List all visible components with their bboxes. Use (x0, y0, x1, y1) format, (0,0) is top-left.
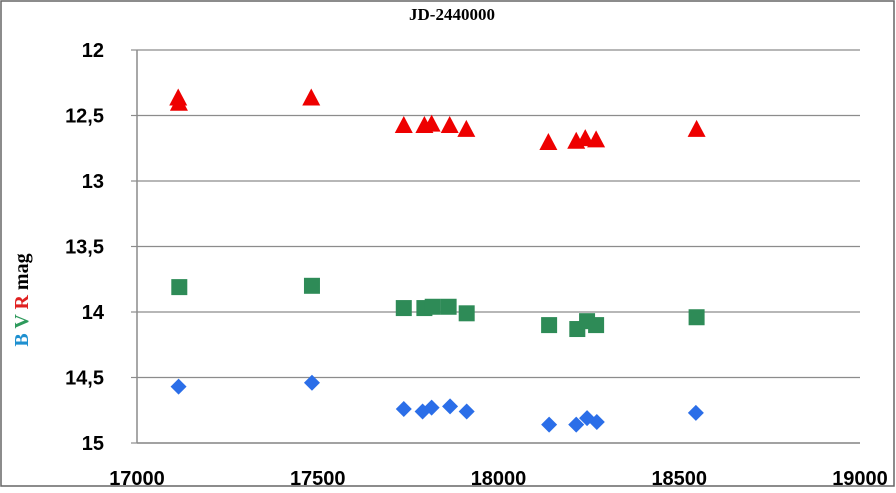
point-triangle-1 (169, 93, 188, 111)
point-triangle-11 (587, 130, 606, 148)
point-triangle-3 (394, 115, 413, 133)
point-diamond-4 (423, 399, 440, 416)
point-triangle-5 (422, 114, 441, 132)
x-tick-label: 18500 (651, 468, 707, 488)
y-tick-label: 15 (82, 433, 104, 455)
y-axis-label-part-5: mag (11, 253, 33, 295)
point-triangle-12 (687, 119, 706, 137)
point-diamond-0 (170, 378, 187, 395)
point-diamond-11 (687, 404, 704, 421)
y-tick-label: 14,5 (65, 368, 104, 390)
x-tick-label: 17000 (109, 468, 165, 488)
y-tick-label: 12 (82, 40, 104, 62)
x-tick-label: 17500 (290, 468, 346, 488)
y-tick-label: 13 (82, 171, 104, 193)
point-triangle-8 (539, 133, 558, 151)
point-square-5 (440, 298, 457, 315)
point-triangle-10 (576, 129, 595, 147)
point-triangle-7 (457, 119, 476, 137)
y-axis-label-part-2: V (11, 314, 33, 329)
point-diamond-2 (395, 400, 412, 417)
y-tick-labels: 12 12,5 13 13,5 14 14,5 15 (65, 40, 105, 455)
y-tick-label: 12,5 (65, 106, 104, 128)
point-diamond-1 (303, 374, 320, 391)
x-tick-label: 19000 (832, 468, 888, 488)
point-diamond-5 (442, 398, 459, 415)
point-square-6 (458, 305, 475, 322)
x-tick-labels: 17000 17500 18000 18500 19000 (109, 468, 888, 490)
point-square-2 (395, 300, 412, 317)
y-axis-label-part-0: B (11, 333, 33, 346)
point-diamond-6 (458, 403, 475, 420)
point-diamond-8 (568, 416, 585, 433)
y-axis-label-part-4: R (11, 295, 33, 310)
point-square-11 (688, 309, 705, 326)
chart-title: JD-2440000 (409, 5, 495, 24)
y-tick-label: 13,5 (65, 237, 104, 259)
x-tick-label: 18000 (471, 468, 527, 488)
point-square-4 (424, 298, 441, 315)
point-square-0 (171, 279, 188, 296)
y-axis-label: B V R mag (11, 253, 33, 346)
point-square-7 (541, 317, 558, 334)
axes (131, 49, 860, 444)
point-diamond-10 (588, 414, 605, 431)
point-square-1 (303, 277, 320, 294)
point-triangle-6 (440, 115, 459, 133)
y-tick-label: 14 (82, 302, 105, 324)
point-triangle-2 (302, 88, 321, 106)
point-diamond-7 (541, 416, 558, 433)
data-points (169, 88, 706, 433)
point-square-10 (588, 317, 605, 334)
